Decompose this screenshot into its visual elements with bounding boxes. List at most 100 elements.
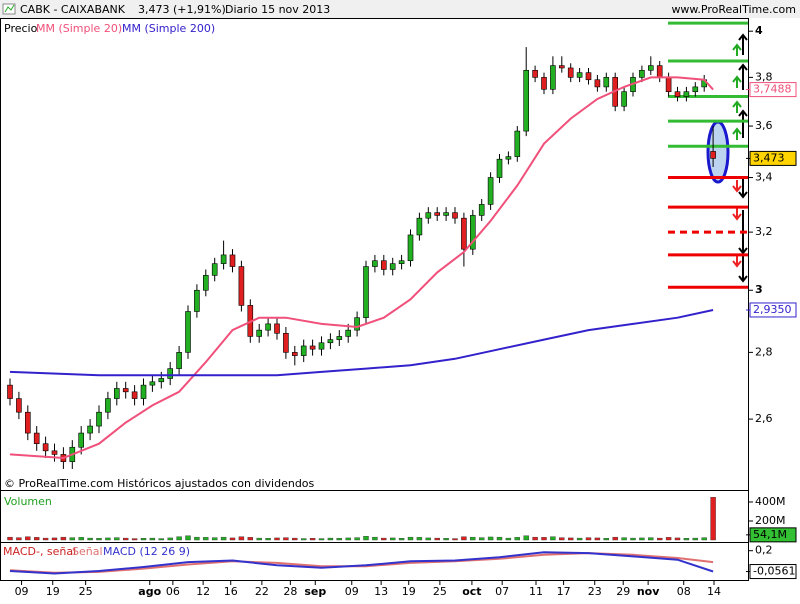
volume-bar xyxy=(247,537,254,541)
volume-bar xyxy=(96,538,102,541)
candle-body xyxy=(647,65,654,71)
volume-bar xyxy=(443,538,449,541)
volume-bar xyxy=(51,537,58,541)
volume-bar xyxy=(674,537,681,541)
candle-body xyxy=(541,77,547,90)
volume-bar xyxy=(16,537,22,541)
candle-body xyxy=(140,384,147,399)
candle-body xyxy=(33,432,40,444)
x-tick-label: 25 xyxy=(79,585,93,598)
x-tick-label: 06 xyxy=(166,585,180,598)
candle-body xyxy=(621,91,627,107)
candle-body xyxy=(407,234,414,262)
volume-bar xyxy=(220,536,227,541)
x-tick-label: 16 xyxy=(224,585,238,598)
x-tick-label: 25 xyxy=(433,585,447,598)
volume-bar xyxy=(594,537,601,541)
volume-bar xyxy=(639,537,645,541)
y-tick-label: 3,4 xyxy=(755,171,773,184)
x-tick-label: 12 xyxy=(196,585,210,598)
x-tick-label: 23 xyxy=(588,585,602,598)
candle-body xyxy=(576,72,583,78)
x-tick-label: nov xyxy=(637,585,660,598)
candle-body xyxy=(567,67,574,78)
site: www.ProRealTime.com xyxy=(671,3,796,16)
y-tick-label: 3,2 xyxy=(755,225,773,238)
candle-body xyxy=(683,91,690,97)
candle-body xyxy=(603,77,610,88)
candle-body xyxy=(505,156,512,160)
candle-body xyxy=(398,260,405,264)
macd-title: MACD-, señal xyxy=(3,545,76,558)
volume-bar xyxy=(407,536,414,541)
symbol: CABK - CAIXABANK xyxy=(20,3,126,16)
candle-body xyxy=(24,411,31,434)
volume-bar xyxy=(523,535,529,541)
volume-bar xyxy=(479,537,485,541)
volume-bar xyxy=(60,536,67,541)
volume-bar xyxy=(532,536,538,541)
x-tick-label: 19 xyxy=(402,585,416,598)
candle-body xyxy=(514,130,521,157)
x-tick-label: 22 xyxy=(255,585,269,598)
volume-bar xyxy=(461,536,467,541)
volume-bar xyxy=(657,537,663,541)
volume-bar xyxy=(568,537,574,541)
candle-body xyxy=(523,69,530,132)
x-tick-label: sep xyxy=(304,585,326,598)
candle-body xyxy=(96,411,102,427)
volume-bar xyxy=(176,536,182,541)
volume-bar xyxy=(283,537,289,541)
volume-bar xyxy=(701,537,707,541)
legend-ma200: MM (Simple 200) xyxy=(122,22,215,35)
volume-bar xyxy=(87,537,93,541)
volume-bar xyxy=(158,538,165,541)
volume-title: Volumen xyxy=(4,495,52,508)
source-note: © ProRealTime.com Históricos ajustados c… xyxy=(4,477,315,490)
candle-body xyxy=(211,263,218,276)
value-tag-label: 3,473 xyxy=(753,151,785,164)
volume-bar xyxy=(301,538,307,541)
y-tick-label: 3,8 xyxy=(755,70,773,83)
x-tick-label: 11 xyxy=(529,585,543,598)
logo xyxy=(2,3,16,15)
candle-body xyxy=(265,323,271,331)
macd-line xyxy=(9,551,714,575)
candle-body xyxy=(238,266,245,306)
quote: 3,473 (+1,91%) xyxy=(138,3,226,16)
candle-body xyxy=(185,311,191,353)
candle-body xyxy=(389,263,396,270)
candle-body xyxy=(176,352,182,369)
volume-bar xyxy=(149,537,156,541)
volume-bar xyxy=(425,537,431,541)
volume-bar xyxy=(434,537,440,541)
volume-bar xyxy=(274,537,280,541)
x-tick-label: oct xyxy=(462,585,481,598)
candle-body xyxy=(220,254,227,264)
volume-bar xyxy=(559,537,565,541)
x-tick-label: 17 xyxy=(557,585,571,598)
candle-body xyxy=(149,381,156,386)
y-tick-label: 3 xyxy=(755,283,763,296)
candle-body xyxy=(558,65,565,69)
candle-body xyxy=(309,345,316,350)
candle-body xyxy=(318,342,325,350)
volume-bar xyxy=(238,536,245,541)
candle-body xyxy=(532,69,538,78)
period: Diario 15 nov 2013 xyxy=(225,3,330,16)
candle-body xyxy=(478,204,485,216)
header-bar xyxy=(0,0,800,18)
candle-body xyxy=(167,368,173,379)
candle-body xyxy=(122,388,129,393)
candle-body xyxy=(354,317,360,331)
candle-body xyxy=(665,77,672,93)
moving-average xyxy=(9,76,714,460)
candle-body xyxy=(639,69,645,78)
candle-body xyxy=(16,398,22,413)
x-tick-label: 13 xyxy=(374,585,388,598)
volume-bar xyxy=(487,536,494,541)
volume-bar xyxy=(541,537,547,541)
candle-body xyxy=(710,151,716,159)
x-tick-label: 19 xyxy=(46,585,60,598)
